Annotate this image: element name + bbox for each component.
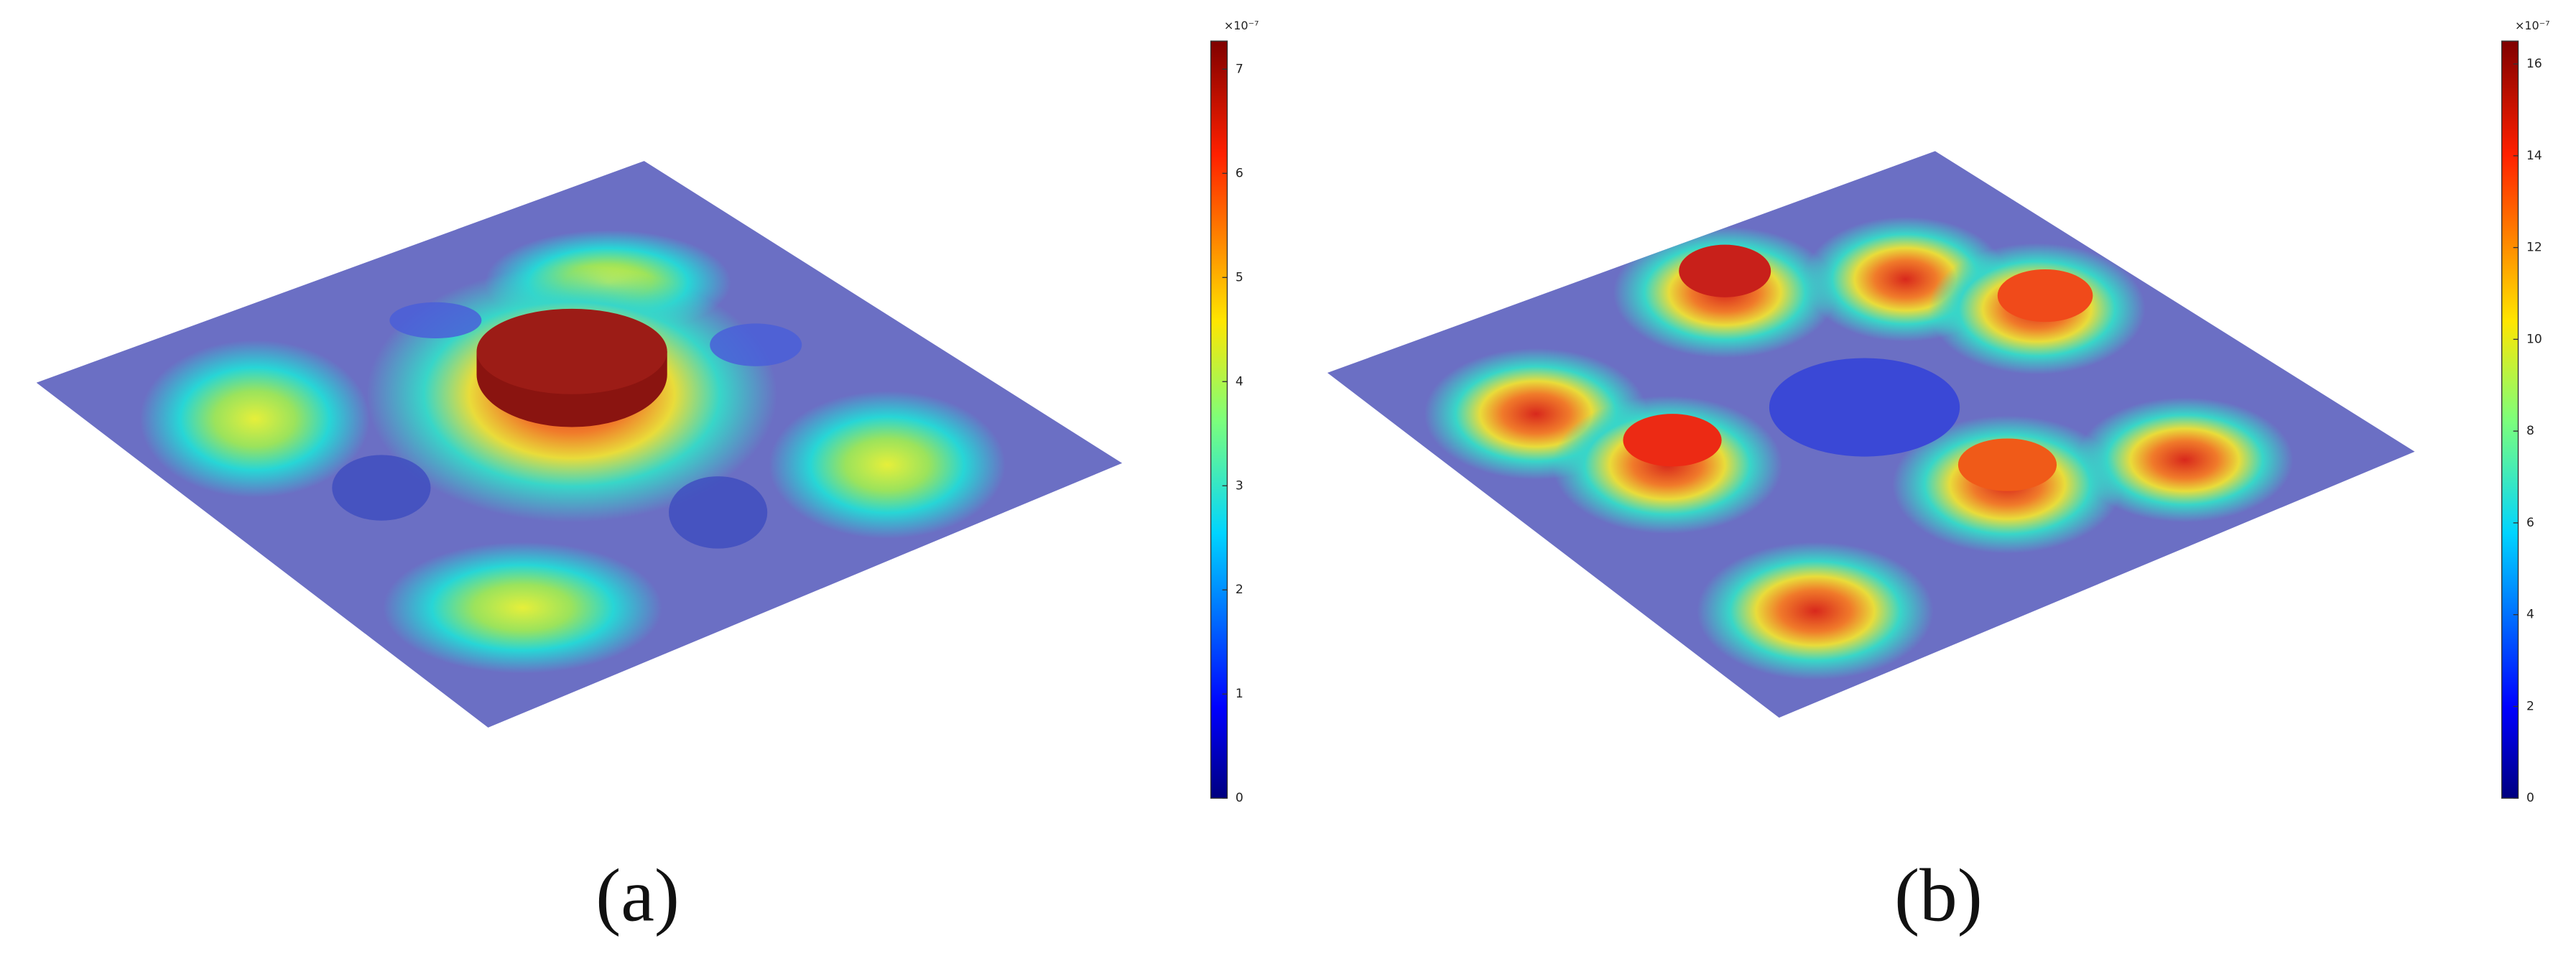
colorbar <box>2501 40 2519 799</box>
colorbar-tick-label: 4 <box>1236 374 1243 389</box>
colorbar-tick-label: 2 <box>1236 583 1243 597</box>
panel-label: (b) <box>1894 853 1983 937</box>
colorbar-tick-label: 3 <box>1236 478 1243 493</box>
colorbar-multiplier: ×10⁻⁷ <box>2515 19 2550 32</box>
colorbar-tick-label: 16 <box>2526 57 2542 71</box>
colorbar-multiplier: ×10⁻⁷ <box>1224 19 1259 32</box>
colorbar-tick-label: 5 <box>1236 270 1243 284</box>
colorbar-tick-label: 8 <box>2526 424 2534 438</box>
plate-a <box>36 161 1123 728</box>
panel-label: (a) <box>596 853 680 937</box>
colorbar-tick-label: 7 <box>1236 62 1243 76</box>
plate-b <box>1327 151 2415 718</box>
colorbar-tick-label: 14 <box>2526 149 2542 163</box>
colorbar-tick-label: 4 <box>2526 608 2534 622</box>
colorbar <box>1210 40 1228 799</box>
colorbar-tick-label: 6 <box>1236 166 1243 180</box>
colorbar-tick-label: 0 <box>1236 791 1243 805</box>
colorbar-tick-label: 2 <box>2526 699 2534 713</box>
colorbar-tick-label: 1 <box>1236 687 1243 701</box>
colorbar-tick-label: 6 <box>2526 516 2534 530</box>
colorbar-tick-label: 10 <box>2526 332 2542 346</box>
colorbar-tick-label: 0 <box>2526 791 2534 805</box>
colorbar-tick-label: 12 <box>2526 241 2542 255</box>
